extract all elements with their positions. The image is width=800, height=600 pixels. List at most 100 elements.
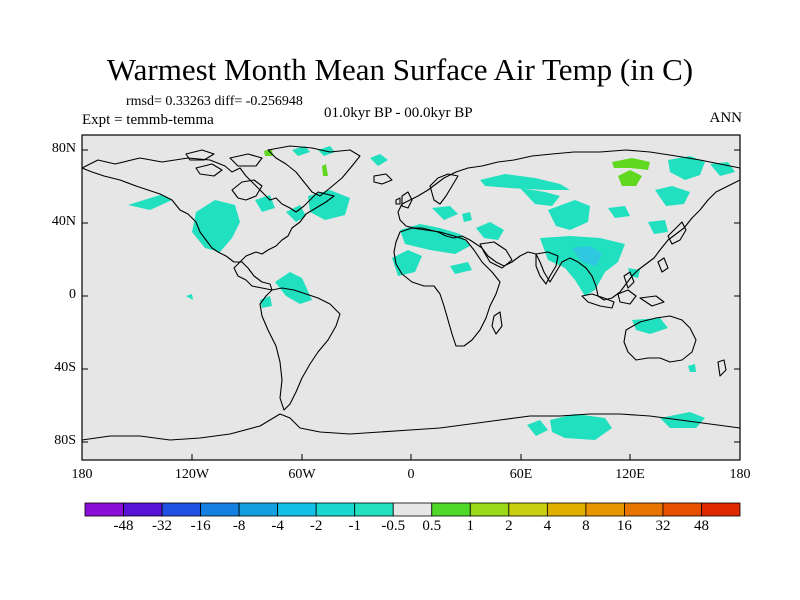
lon-label-180-right: 180	[729, 467, 751, 482]
legend-swatch	[469, 502, 510, 517]
legend-swatch	[161, 502, 201, 517]
anomaly-patch	[308, 190, 350, 220]
anomaly-patch	[370, 154, 388, 166]
anomaly-patch	[192, 200, 240, 252]
legend-swatch	[546, 502, 587, 517]
legend-label: -16	[190, 518, 211, 534]
legend-label: 4	[543, 518, 552, 534]
legend-label: 2	[505, 518, 513, 534]
anomaly-patch	[548, 200, 590, 230]
anomaly-patch	[668, 156, 705, 180]
anomaly-patch	[432, 206, 458, 220]
legend-label: -2	[309, 518, 323, 534]
map-ticks	[82, 149, 740, 460]
lon-label-60w: 60W	[288, 467, 316, 482]
anomaly-patch	[608, 206, 630, 218]
legend-colorbar	[84, 502, 741, 517]
legend-label: 48	[693, 518, 709, 534]
cool-anomaly-patch-strong	[572, 246, 602, 266]
legend-label: 8	[582, 518, 590, 534]
legend-swatch	[123, 502, 163, 517]
coastline-eurasia	[397, 149, 741, 301]
lat-label-0: 0	[69, 287, 76, 302]
legend-swatch	[84, 502, 124, 517]
coastline-africa	[393, 227, 501, 347]
legend-label: 1	[466, 518, 475, 534]
legend-label: -4	[271, 518, 284, 534]
anomaly-patch	[550, 414, 612, 440]
anomaly-patch	[264, 149, 273, 156]
legend-label: -1	[348, 518, 361, 534]
legend-label: 0.5	[422, 518, 442, 534]
anomaly-patch	[292, 146, 310, 156]
lon-label-120e: 120E	[615, 467, 645, 482]
legend-label: -0.5	[381, 518, 406, 534]
anomaly-patch	[450, 262, 472, 274]
coastline-japan	[667, 221, 687, 245]
lat-label-40s: 40S	[54, 360, 76, 375]
anomaly-patch	[648, 220, 668, 234]
coastline-north-america	[81, 157, 335, 291]
legend-label: -8	[232, 518, 246, 534]
anomaly-patch	[400, 224, 470, 254]
coastlines	[81, 145, 741, 441]
cool-anomaly-patches	[128, 146, 735, 440]
coastline-south-america	[259, 287, 341, 411]
legend-swatch	[238, 502, 279, 517]
anomaly-patch	[322, 164, 328, 176]
coastline-iceland	[373, 173, 393, 185]
period-label: 01.0kyr BP - 00.0kyr BP	[324, 105, 473, 121]
season-label: ANN	[709, 110, 743, 126]
coastline-arabia	[479, 241, 513, 269]
warm-anomaly-patches	[264, 149, 650, 186]
anomaly-patch	[186, 294, 193, 300]
legend-swatch	[392, 502, 433, 517]
legend-swatch	[508, 502, 548, 517]
anomaly-patch	[655, 186, 690, 206]
lon-label-120w: 120W	[174, 467, 210, 482]
coastline-madagascar	[491, 311, 503, 335]
experiment-label: Expt = temmb-temma	[82, 112, 214, 128]
coastline-hudson-bay	[231, 179, 263, 201]
legend-swatch	[662, 502, 702, 517]
anomaly-patch	[286, 205, 306, 222]
legend-label: -32	[152, 518, 173, 534]
coastline-scandinavia	[429, 173, 459, 205]
coastline-antarctica	[81, 413, 741, 441]
legend-swatch	[200, 502, 240, 517]
legend-swatch	[701, 502, 741, 517]
legend-label: 16	[616, 518, 632, 534]
lon-label-60e: 60E	[509, 467, 533, 482]
anomaly-patch	[480, 174, 570, 190]
lon-label-180-left: 180	[71, 467, 93, 482]
anomaly-patch	[275, 272, 312, 304]
anomaly-patch	[527, 420, 548, 436]
anomaly-patch	[462, 212, 472, 222]
coastline-australia	[623, 315, 697, 363]
anomaly-patch	[128, 195, 172, 210]
legend-swatch	[431, 502, 471, 517]
coastline-new-zealand	[717, 359, 727, 377]
anomaly-patch	[688, 364, 696, 372]
coastline-british-isles	[395, 191, 413, 209]
anomaly-patch	[476, 222, 504, 240]
legend-label: 32	[655, 518, 671, 534]
lat-label-80s: 80S	[54, 433, 76, 448]
legend-swatch	[277, 502, 317, 517]
coastline-arctic-islands	[185, 149, 263, 177]
map-title: Warmest Month Mean Surface Air Temp (in …	[106, 52, 694, 87]
stats-text: rmsd= 0.33263 diff= -0.256948	[126, 94, 303, 109]
anomaly-patch	[520, 188, 560, 206]
legend-label: -48	[113, 518, 134, 534]
legend-swatch	[585, 502, 625, 517]
coastline-greenland	[267, 145, 361, 197]
legend-swatch	[315, 502, 356, 517]
coastline-se-asia-islands	[581, 257, 669, 309]
lat-label-40n: 40N	[51, 214, 76, 229]
legend-swatch	[624, 502, 664, 517]
lon-label-0: 0	[407, 467, 415, 482]
anomaly-patch	[612, 158, 650, 170]
legend-swatch	[354, 502, 394, 517]
anomaly-patch	[618, 170, 642, 186]
